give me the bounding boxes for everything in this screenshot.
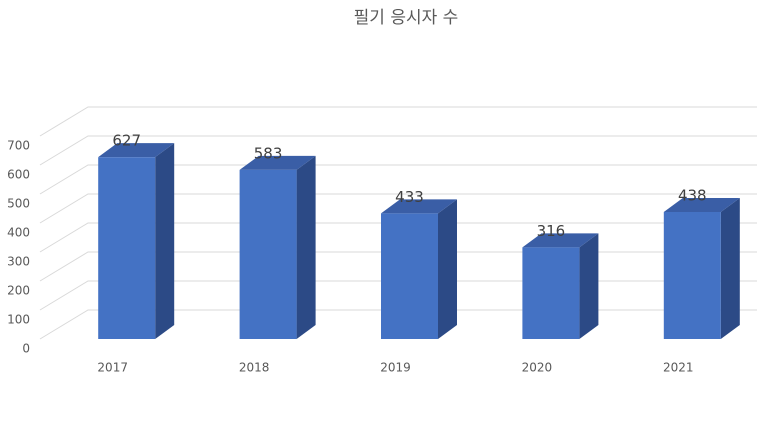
value-label: 433	[395, 188, 424, 206]
grid-line	[39, 164, 757, 195]
grid-line	[39, 222, 757, 253]
bar-side	[579, 233, 599, 339]
value-label: 438	[678, 186, 707, 204]
bar-top	[381, 199, 457, 214]
bar	[239, 169, 297, 339]
bar	[663, 211, 721, 339]
value-label: 316	[537, 222, 566, 240]
x-tick-label: 2019	[380, 361, 411, 375]
y-tick-label: 0	[22, 342, 30, 356]
y-tick-label: 200	[7, 284, 30, 298]
value-label: 627	[112, 132, 141, 150]
bar	[98, 157, 156, 339]
bar-top	[522, 233, 599, 248]
x-tick-label: 2020	[522, 361, 553, 375]
x-tick-label: 2017	[97, 361, 128, 375]
grid-line	[39, 135, 757, 166]
chart-title: 필기 응시자 수	[354, 8, 459, 28]
bar-top	[663, 197, 740, 212]
value-label: 583	[254, 144, 283, 162]
y-tick-label: 700	[7, 139, 30, 153]
bar-side	[438, 199, 457, 339]
bar-side	[720, 197, 740, 339]
x-tick-label: 2021	[663, 361, 694, 375]
bar	[522, 247, 580, 339]
bar-top	[239, 155, 316, 170]
y-tick-label: 600	[7, 168, 30, 182]
bar-side	[296, 155, 316, 339]
bar	[381, 213, 438, 339]
y-tick-label: 400	[7, 226, 30, 240]
bar-side	[155, 143, 175, 339]
x-tick-label: 2018	[239, 361, 270, 375]
bar-top	[98, 143, 175, 158]
y-tick-label: 300	[7, 255, 30, 269]
grid-line	[39, 193, 757, 224]
y-tick-label: 500	[7, 197, 30, 211]
y-tick-label: 100	[7, 313, 30, 327]
grid-line	[39, 106, 757, 137]
